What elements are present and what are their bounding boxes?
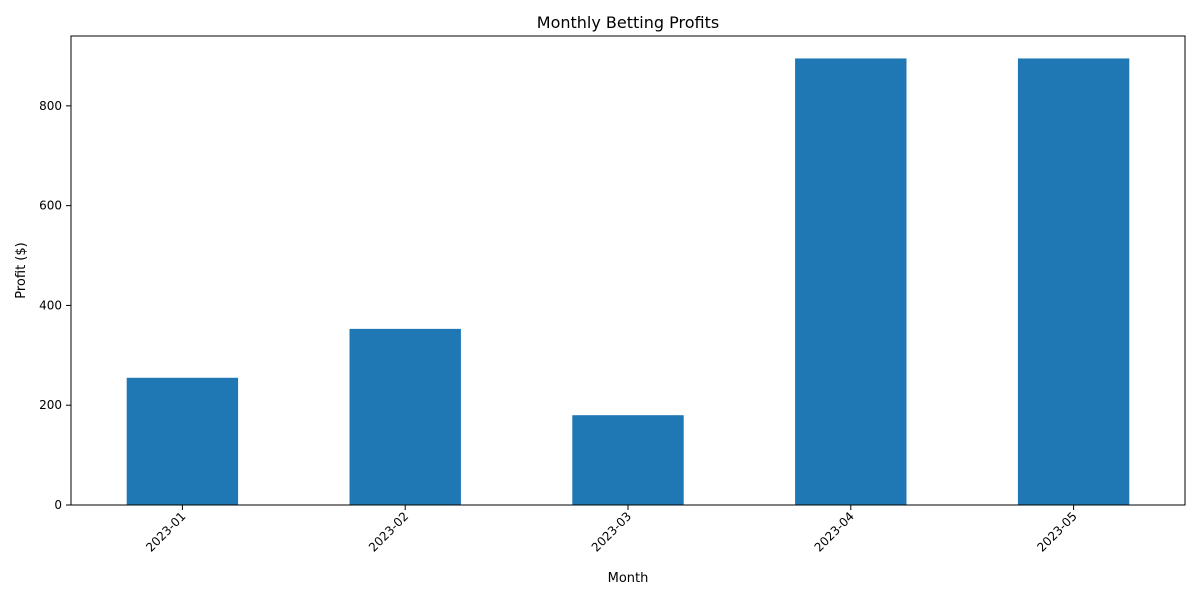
bar-2023-01 bbox=[126, 377, 239, 505]
y-tick-label: 0 bbox=[54, 498, 62, 512]
bar-2023-05 bbox=[1017, 58, 1130, 506]
x-axis-ticks: 2023-01 2023-02 2023-03 2023-04 2023-05 bbox=[143, 505, 1080, 555]
bar-2023-03 bbox=[572, 415, 684, 505]
x-tick-label: 2023-03 bbox=[589, 509, 634, 554]
y-axis-label: Profit ($) bbox=[14, 242, 29, 298]
bar-2023-04 bbox=[795, 58, 907, 506]
bars-group bbox=[126, 58, 1130, 506]
y-tick-label: 200 bbox=[39, 398, 62, 412]
y-tick-label: 800 bbox=[39, 99, 62, 113]
x-axis-label: Month bbox=[608, 571, 649, 586]
x-tick-label: 2023-02 bbox=[366, 509, 411, 554]
x-tick-label: 2023-05 bbox=[1034, 509, 1079, 554]
chart-title: Monthly Betting Profits bbox=[537, 13, 719, 32]
x-tick-label: 2023-01 bbox=[143, 509, 188, 554]
y-tick-label: 600 bbox=[39, 199, 62, 213]
plot-frame bbox=[70, 35, 1186, 506]
y-axis-ticks: 0 200 400 600 800 bbox=[39, 99, 71, 512]
x-tick-label: 2023-04 bbox=[812, 509, 857, 554]
y-tick-label: 400 bbox=[39, 298, 62, 312]
bar-2023-02 bbox=[349, 328, 461, 505]
